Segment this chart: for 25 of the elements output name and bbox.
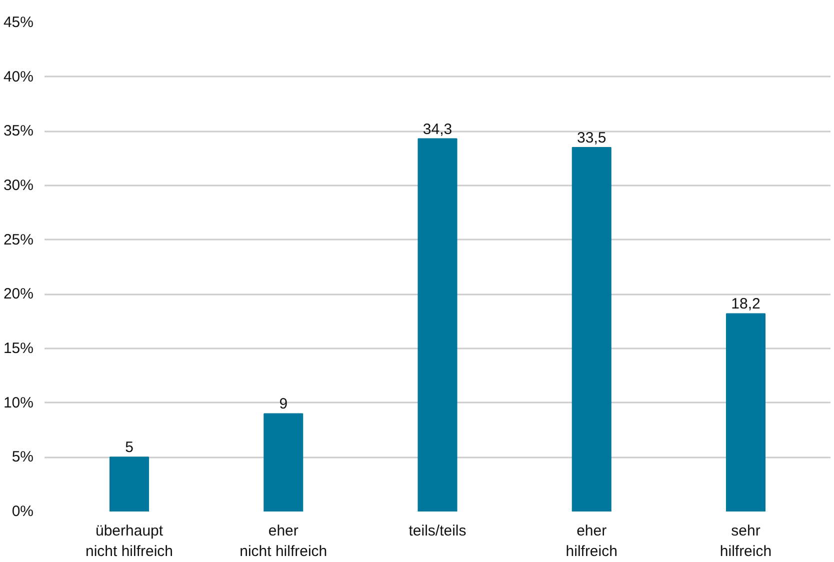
y-tick-label: 45%	[3, 14, 34, 31]
data-label: 33,5	[577, 129, 606, 146]
y-tick-label: 25%	[3, 231, 34, 248]
x-tick-label: überhaupt nicht hilfreich	[85, 522, 174, 560]
bar	[572, 146, 612, 512]
y-tick-label: 35%	[3, 122, 34, 140]
y-tick-label: 5%	[12, 448, 34, 466]
y-tick-label: 40%	[3, 68, 34, 86]
data-label: 5	[125, 439, 134, 456]
y-tick-label: 20%	[3, 286, 34, 303]
x-tick-label: eher hilfreich	[566, 522, 618, 560]
y-tick-label: 30%	[3, 177, 34, 194]
y-tick-label: 10%	[3, 394, 34, 412]
x-tick-label: eher nicht hilfreich	[240, 522, 328, 560]
x-tick-label: sehr hilfreich	[720, 522, 772, 560]
y-tick-label: 0%	[12, 503, 34, 520]
y-tick-label: 15%	[3, 340, 34, 357]
data-label: 9	[279, 396, 288, 413]
data-label: 34,3	[422, 120, 452, 138]
data-label: 18,2	[731, 296, 760, 313]
x-tick-label: teils/teils	[408, 522, 466, 540]
bar	[418, 138, 458, 512]
bar	[264, 413, 304, 512]
bar	[110, 456, 150, 512]
bar	[726, 313, 766, 512]
